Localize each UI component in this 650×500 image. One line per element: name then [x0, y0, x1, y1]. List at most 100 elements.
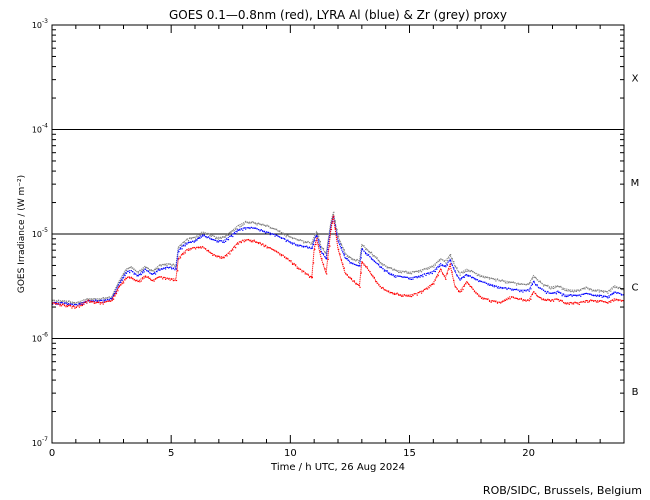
series-point [195, 248, 197, 250]
series-point [610, 301, 612, 303]
series-point [308, 246, 311, 248]
series-point [585, 292, 588, 295]
series-point [189, 237, 191, 239]
series-point [433, 266, 435, 268]
series-point [166, 266, 168, 268]
series-point [557, 285, 559, 287]
series-point [84, 301, 86, 303]
series-point [312, 262, 315, 264]
series-point [160, 276, 162, 278]
series-point [527, 289, 529, 291]
series-point [620, 294, 623, 296]
series-point [420, 292, 423, 294]
series-point [473, 290, 476, 293]
series-point [334, 227, 337, 230]
series-point [620, 300, 623, 302]
series-point [554, 287, 556, 289]
series-point [358, 261, 360, 264]
series-point [213, 235, 215, 237]
series-point [157, 267, 160, 270]
series-point [617, 292, 619, 294]
series-point [207, 249, 210, 252]
series-point [508, 287, 510, 289]
series-point [368, 254, 370, 256]
series-point [430, 285, 432, 287]
series-point [591, 299, 593, 302]
series-point [187, 240, 190, 242]
series-point [80, 305, 82, 307]
series-point [430, 266, 432, 268]
series-point [235, 228, 237, 230]
series-point [557, 298, 559, 301]
series-point [240, 241, 242, 244]
series-point [193, 241, 195, 243]
series-point [136, 271, 138, 273]
series-point [295, 238, 297, 240]
series-point [472, 271, 474, 273]
series-point [190, 248, 192, 250]
series-point [376, 282, 378, 284]
series-point [257, 242, 260, 245]
series-point [584, 288, 586, 290]
series-point [437, 266, 439, 268]
series-point [279, 230, 281, 232]
series-point [164, 264, 167, 266]
series-point [466, 281, 468, 283]
series-point [611, 293, 613, 295]
series-point [150, 273, 152, 275]
series-point [130, 277, 132, 279]
series-point [593, 295, 595, 297]
series-point [316, 237, 318, 239]
series-point [123, 273, 125, 275]
series-point [350, 258, 353, 260]
series-point [544, 299, 546, 301]
series-point [134, 269, 137, 271]
series-point [504, 287, 507, 289]
series-point [162, 278, 164, 280]
series-point [614, 286, 616, 289]
series-point [68, 303, 70, 305]
series-point [167, 263, 170, 265]
series-point [166, 277, 168, 280]
series-point [63, 302, 66, 304]
series-point [514, 297, 516, 299]
series-point [588, 293, 590, 295]
series-point [370, 251, 373, 253]
y-tick-label: 10-4 [32, 123, 48, 135]
series-point [108, 296, 110, 298]
series-point [527, 299, 529, 301]
series-point [319, 250, 321, 253]
series-point [416, 270, 418, 273]
series-point [426, 272, 429, 274]
series-point [343, 267, 345, 269]
series-point [134, 280, 137, 282]
series-point [500, 302, 502, 304]
series-point [54, 303, 57, 305]
series-point [544, 284, 546, 286]
series-point [217, 238, 220, 240]
series-point [372, 259, 374, 261]
series-point [520, 283, 522, 285]
series-point [57, 299, 60, 301]
series-point [117, 284, 119, 287]
series-point [153, 280, 155, 282]
flare-class-x: X [632, 73, 639, 84]
series-point [451, 271, 453, 273]
series-point [363, 245, 365, 247]
series-point [253, 239, 255, 241]
series-point [551, 287, 553, 289]
series-point [189, 249, 191, 251]
series-point [405, 276, 407, 278]
series-point [296, 245, 298, 247]
series-point [519, 290, 521, 293]
series-point [56, 300, 58, 303]
series-point [124, 274, 126, 277]
series-point [336, 228, 338, 231]
series-point [215, 239, 217, 241]
series-point [372, 275, 374, 277]
series-point [257, 229, 260, 231]
series-point [511, 289, 513, 291]
series-point [478, 295, 480, 297]
x-axis: 0 5 10 15 20 [49, 25, 625, 459]
series-point [355, 283, 357, 285]
